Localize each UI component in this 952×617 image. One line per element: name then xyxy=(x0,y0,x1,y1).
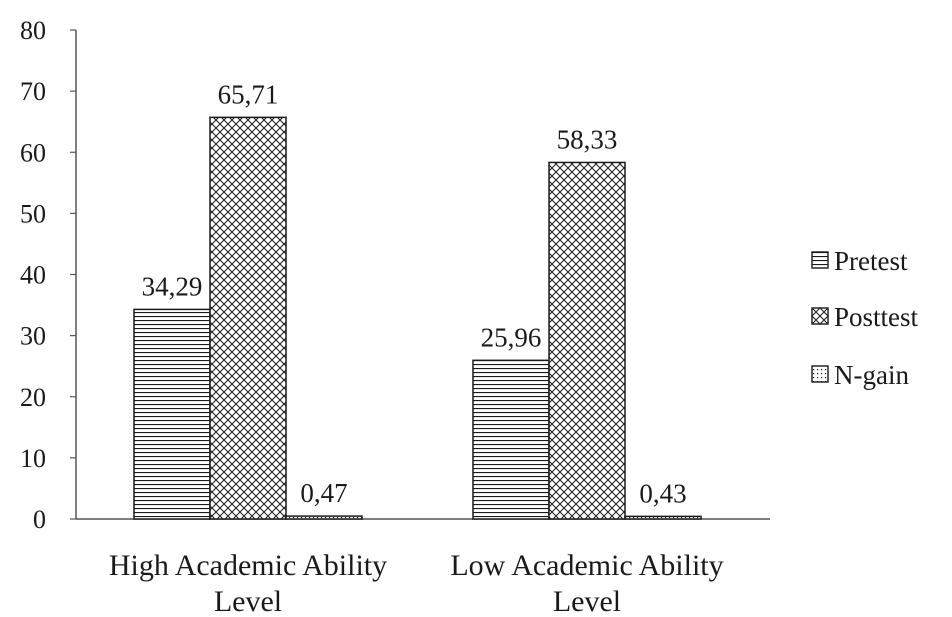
legend-label-pretest: Pretest xyxy=(834,246,908,276)
data-label-pretest-2: 25,96 xyxy=(481,322,542,352)
data-label-n-gain-1: 0,47 xyxy=(300,478,347,508)
y-tick-label: 10 xyxy=(20,444,46,473)
data-label-posttest-1: 65,71 xyxy=(218,79,279,109)
y-tick-label: 80 xyxy=(20,16,46,45)
x-category-label: Level xyxy=(214,585,282,617)
bar-pretest-1 xyxy=(133,308,211,520)
y-tick-label: 20 xyxy=(20,383,46,412)
y-tick-label: 60 xyxy=(20,138,46,167)
legend-label-posttest: Posttest xyxy=(834,302,919,332)
bar-n-gain-1 xyxy=(285,515,363,520)
data-labels: 34,29 25,96 65,71 58,33 0,47 0,43 xyxy=(142,79,687,508)
bars xyxy=(133,116,702,520)
data-label-posttest-2: 58,33 xyxy=(557,124,618,154)
legend-swatch-n-gain xyxy=(811,365,829,383)
legend-label-n-gain: N-gain xyxy=(834,360,909,390)
legend-swatch-posttest xyxy=(811,307,829,325)
legend: Pretest Posttest N-gain xyxy=(811,246,919,390)
bar-posttest-2 xyxy=(548,161,626,520)
data-label-n-gain-2: 0,43 xyxy=(639,478,686,508)
x-category-label: Level xyxy=(553,585,621,617)
legend-swatch-pretest xyxy=(811,251,829,269)
x-category-label: Low Academic Ability xyxy=(450,549,723,582)
bar-pretest-2 xyxy=(472,359,550,520)
y-tick-label: 40 xyxy=(20,261,46,290)
bar-posttest-1 xyxy=(209,116,287,520)
data-label-pretest-1: 34,29 xyxy=(142,271,203,301)
y-tick-label: 30 xyxy=(20,322,46,351)
x-category-label: High Academic Ability xyxy=(109,549,387,582)
y-tick-label: 70 xyxy=(20,77,46,106)
y-tick-label: 0 xyxy=(33,505,46,534)
bar-n-gain-2 xyxy=(624,515,702,520)
y-tick-label: 50 xyxy=(20,199,46,228)
